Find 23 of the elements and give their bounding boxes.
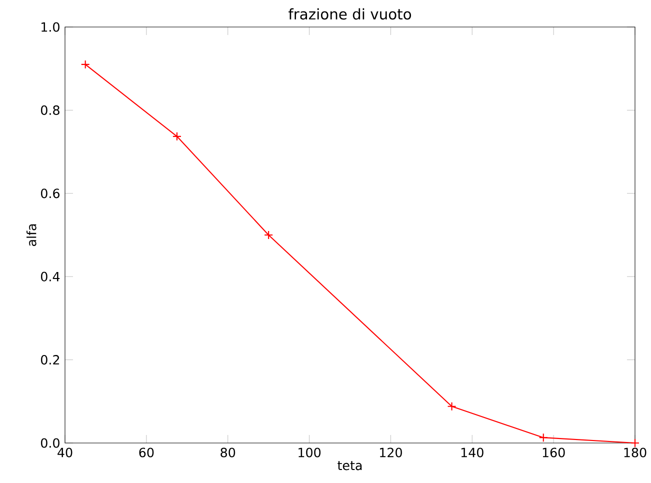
- point: [447, 402, 456, 411]
- x-tick-label: 60: [139, 448, 154, 458]
- x-tick-label: 140: [461, 448, 484, 458]
- x-tick-label: 120: [380, 448, 402, 458]
- point: [172, 132, 182, 141]
- point: [538, 433, 548, 442]
- x-tick-label: 100: [298, 448, 321, 458]
- x-tick-label: 160: [542, 448, 565, 458]
- point: [264, 230, 274, 240]
- y-axis-title: alfa: [26, 224, 36, 246]
- x-tick-label: 80: [220, 448, 236, 458]
- y-tick-label: 0.4: [40, 272, 60, 282]
- point: [80, 60, 90, 69]
- y-tick-label: 0.6: [40, 188, 60, 198]
- x-tick-label: 40: [58, 448, 72, 458]
- y-tick-label: 0.0: [40, 438, 60, 448]
- y-tick-label: 0.8: [40, 105, 60, 115]
- chart-title: frazione di vuoto: [288, 8, 412, 20]
- x-axis-title: teta: [338, 461, 362, 470]
- y-tick-label: 0.2: [40, 355, 60, 365]
- x-tick-label: 180: [624, 448, 646, 458]
- point: [630, 438, 640, 448]
- y-tick-label: 1.0: [42, 22, 60, 32]
